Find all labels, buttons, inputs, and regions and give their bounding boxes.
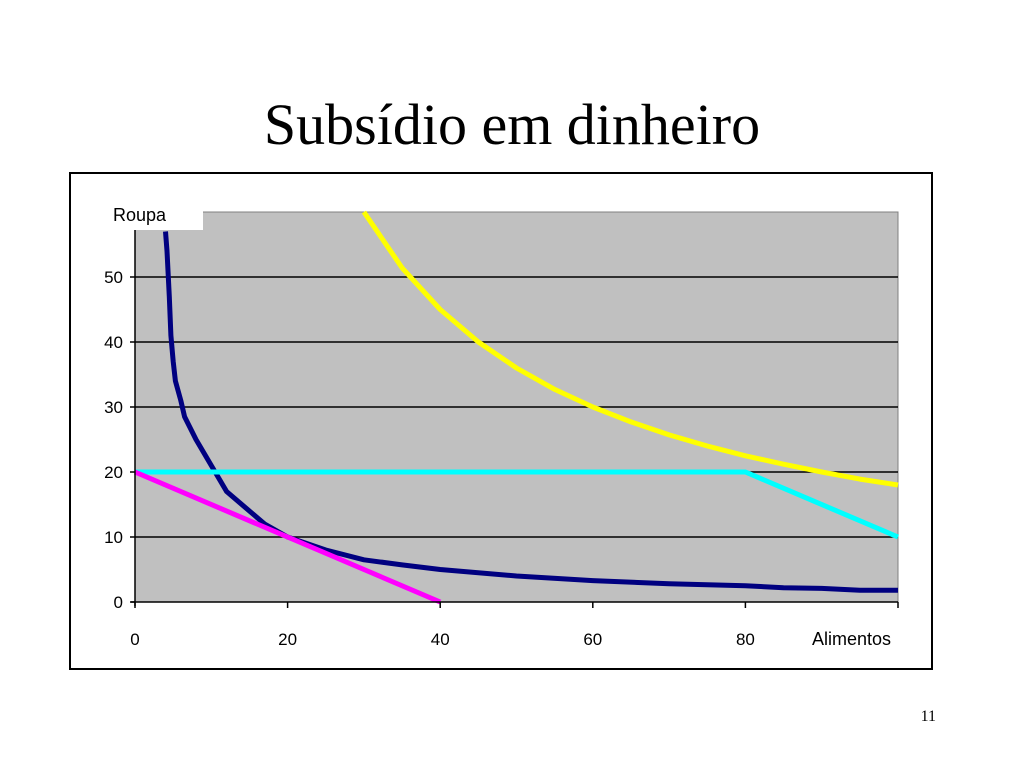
series-layer	[134, 210, 899, 605]
y-tick-label-20: 20	[104, 463, 123, 482]
y-tick-label-10: 10	[104, 528, 123, 547]
y-tick-label-50: 50	[104, 268, 123, 287]
y-axis-label-background	[107, 202, 203, 230]
tick-labels: 0 10 20 30 40 50 0 20 40 60 80	[104, 268, 899, 649]
series-line-1	[163, 231, 898, 593]
slide-number: 11	[920, 708, 936, 725]
chart-frame: 0 10 20 30 40 50 0 20 40 60 80 Roupa Alimentos	[69, 172, 933, 670]
y-axis-label: Roupa	[113, 205, 167, 225]
y-tick-label-0: 0	[114, 593, 123, 612]
plot-area: 0 10 20 30 40 50 0 20 40 60 80 Roupa Alimentos	[104, 202, 931, 656]
series-line-2	[361, 210, 899, 488]
x-axis-label: Alimentos	[812, 629, 891, 649]
y-tick-label-30: 30	[104, 398, 123, 417]
x-tick-label-60: 60	[583, 630, 602, 649]
slide-title: Subsídio em dinheiro	[263, 92, 761, 157]
x-tick-label-40: 40	[431, 630, 450, 649]
x-tick-label-0: 0	[130, 630, 139, 649]
x-tick-label-20: 20	[278, 630, 297, 649]
series-line-4	[134, 469, 442, 605]
x-tick-label-80: 80	[736, 630, 755, 649]
x-axis-label-background	[805, 624, 931, 656]
axis-labels: Roupa Alimentos	[107, 202, 931, 656]
series-line-3	[135, 469, 899, 540]
y-tick-label-40: 40	[104, 333, 123, 352]
chart-svg: 0 10 20 30 40 50 0 20 40 60 80 Roupa Alimentos	[104, 202, 931, 656]
